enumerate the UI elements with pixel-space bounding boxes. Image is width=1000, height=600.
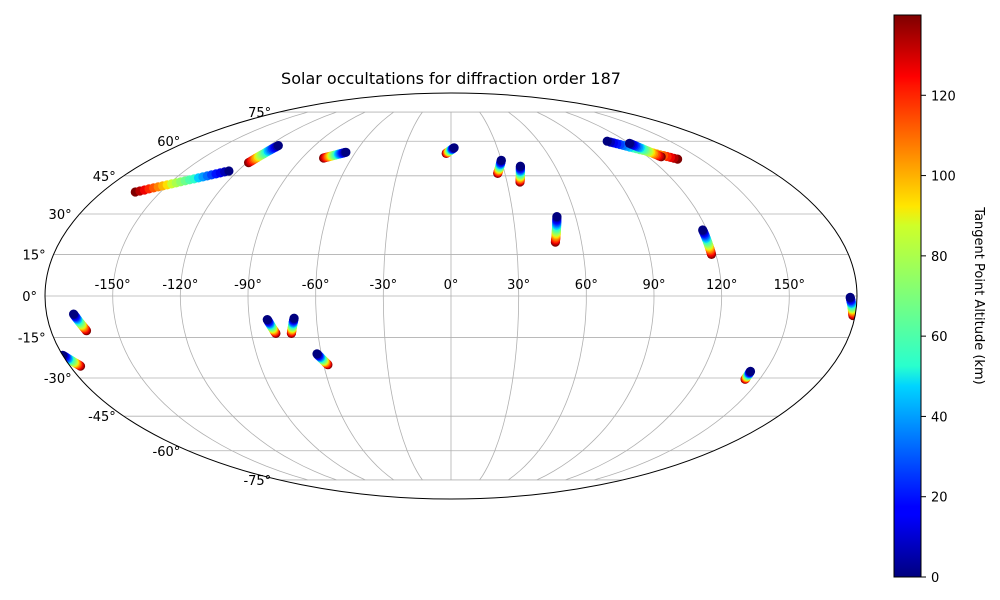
occultation-track [698, 225, 717, 259]
occultation-track [244, 141, 283, 168]
occultation-track [312, 349, 333, 370]
latitude-tick-label: -75° [243, 474, 271, 489]
latitude-tick-label: 0° [22, 290, 37, 305]
data-point [449, 143, 459, 153]
data-point [845, 292, 855, 302]
data-point [289, 313, 299, 323]
colorbar-tick-label: 0 [931, 571, 939, 586]
longitude-tick-label: 120° [706, 278, 737, 293]
data-point [515, 161, 526, 171]
data-point [273, 141, 283, 151]
data-point [341, 147, 351, 157]
latitude-tick-label: -60° [153, 445, 181, 460]
colorbar-tick-label: 120 [931, 89, 956, 104]
data-point [745, 366, 756, 376]
colorbar-tick-label: 100 [931, 170, 956, 185]
occultation-track [319, 147, 351, 163]
occultation-track [845, 292, 857, 321]
longitude-tick-label: -60° [302, 278, 330, 293]
latitude-tick-label: 30° [49, 208, 72, 223]
latitude-tick-label: -45° [88, 410, 116, 425]
occultation-track [515, 161, 526, 187]
longitude-tick-label: 60° [575, 278, 598, 293]
latitude-tick-labels: 75° 60° 45° 30° 15° 0° -15° -30° -45° -60° -75° [18, 106, 271, 489]
data-point [262, 315, 272, 325]
occultation-tracks [58, 136, 857, 384]
occultation-track [286, 313, 299, 338]
colorbar-tick-label: 20 [931, 491, 948, 506]
latitude-tick-label: 15° [23, 248, 46, 263]
occultation-track [550, 212, 562, 247]
map-grid [45, 111, 857, 481]
longitude-tick-label: 90° [642, 278, 665, 293]
longitude-tick-label: -150° [95, 278, 131, 293]
map-border [44, 92, 858, 500]
latitude-tick-label: 75° [248, 106, 271, 121]
latitude-tick-label: -15° [18, 332, 46, 347]
data-point [224, 166, 234, 176]
longitude-tick-label: -120° [162, 278, 198, 293]
colorbar-tick-label: 80 [931, 250, 948, 265]
occultation-track [740, 366, 756, 384]
latitude-tick-label: 45° [93, 170, 116, 185]
data-point [312, 349, 322, 359]
colorbar-ticks: 0 20 40 60 80 100 120 [921, 89, 956, 586]
colorbar [893, 14, 922, 578]
occultation-track [58, 350, 86, 371]
data-point [69, 309, 79, 319]
longitude-tick-label: -90° [234, 278, 262, 293]
data-point [698, 225, 708, 235]
colorbar-label: Tangent Point Altitude (km) [971, 206, 986, 384]
occultation-track [130, 166, 234, 197]
longitude-tick-label: 150° [774, 278, 805, 293]
data-point [496, 155, 506, 165]
occultation-track [69, 309, 92, 336]
colorbar-tick-label: 60 [931, 330, 948, 345]
occultation-track [262, 315, 281, 338]
longitude-tick-label: 30° [507, 278, 530, 293]
occultation-track [441, 143, 459, 158]
data-point [602, 136, 612, 146]
chart-title: Solar occultations for diffraction order… [281, 69, 621, 88]
data-point [624, 138, 635, 148]
occultation-track [493, 155, 506, 178]
longitude-tick-label: 0° [444, 278, 459, 293]
longitude-tick-label: -30° [369, 278, 397, 293]
longitude-tick-labels: -150° -120° -90° -60° -30° 0° 30° 60° 90° 120° 150… [95, 278, 805, 293]
latitude-tick-label: -30° [44, 372, 72, 387]
occultation-track [624, 138, 666, 162]
latitude-tick-label: 60° [157, 135, 180, 150]
colorbar-tick-label: 40 [931, 410, 948, 425]
data-point [552, 212, 562, 222]
